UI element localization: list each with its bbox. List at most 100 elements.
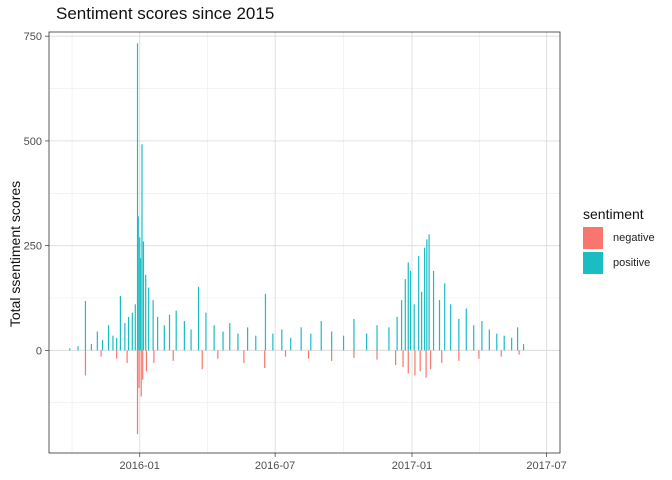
bar-positive <box>183 321 185 351</box>
bar-negative <box>140 350 142 397</box>
bar-positive <box>175 310 177 351</box>
bar-positive <box>136 43 139 351</box>
bar-positive <box>418 256 420 351</box>
bar-positive <box>281 329 283 351</box>
bar-negative <box>478 350 480 359</box>
bar-positive <box>400 300 403 351</box>
bar-negative <box>425 350 427 378</box>
bar-positive <box>465 308 467 351</box>
bar-negative <box>84 350 87 376</box>
bar-negative <box>116 350 118 359</box>
bar-positive <box>438 300 441 351</box>
legend-key-positive <box>583 252 603 274</box>
bar-positive <box>163 325 165 351</box>
bar-positive <box>342 335 345 351</box>
bar-negative <box>419 350 421 372</box>
x-tick-label: 2016-01 <box>120 460 160 472</box>
y-tick-label: 500 <box>24 136 42 148</box>
bar-negative <box>201 350 203 370</box>
bar-positive <box>320 321 322 351</box>
bar-positive <box>496 333 498 351</box>
bar-positive <box>145 274 147 351</box>
bar-negative <box>136 350 139 435</box>
bar-positive <box>96 331 98 351</box>
bar-negative <box>307 350 310 359</box>
grid <box>49 32 560 453</box>
bar-positive <box>168 314 171 351</box>
bar-negative <box>395 350 397 366</box>
bar-positive <box>190 329 192 351</box>
bar-negative <box>100 350 102 357</box>
bar-positive <box>511 337 513 351</box>
bar-positive <box>396 316 398 351</box>
bar-positive <box>139 258 142 351</box>
bar-positive <box>141 144 143 351</box>
bar-positive <box>229 323 231 351</box>
bar-negative <box>126 350 128 363</box>
bar-negative <box>429 350 432 370</box>
bar-negative <box>217 350 219 359</box>
bar-negative <box>500 350 502 357</box>
legend-label-negative: negative <box>613 232 655 244</box>
y-axis-title: Total ssentiment scores <box>7 181 23 327</box>
bar-positive <box>137 216 139 351</box>
bar-positive <box>413 304 415 351</box>
bar-negative <box>441 350 443 363</box>
bar-positive <box>517 327 519 351</box>
bar-positive <box>107 325 110 351</box>
bar-positive <box>197 286 200 351</box>
legend-item-negative: negative <box>583 226 655 250</box>
bar-positive <box>353 318 355 351</box>
legend-title: sentiment <box>583 206 644 222</box>
bar-positive <box>300 327 302 351</box>
bar-positive <box>366 333 368 351</box>
bar-positive <box>116 337 118 351</box>
bar-positive <box>388 327 390 351</box>
bar-positive <box>119 295 122 351</box>
bar-positive <box>237 333 239 351</box>
bar-positive <box>77 346 79 351</box>
bar-positive <box>481 321 483 351</box>
bar-positive <box>310 333 312 351</box>
bar-positive <box>432 270 435 351</box>
bar-positive <box>426 239 428 351</box>
bar-negative <box>376 350 378 360</box>
bar-negative <box>138 350 140 389</box>
bar-positive <box>134 304 136 351</box>
bar-positive <box>127 316 130 351</box>
bar-positive <box>404 279 406 351</box>
bar-positive <box>421 291 423 351</box>
legend-key-negative <box>583 227 603 249</box>
bar-negative <box>284 350 287 357</box>
x-tick-label: 2017-01 <box>392 460 432 472</box>
bar-positive <box>264 293 267 351</box>
bar-positive <box>444 283 446 351</box>
bar-positive <box>84 300 87 351</box>
bar-negative <box>518 350 520 355</box>
axes: 0 250 500 750 2016-01 2016-07 2017-01 2017-07 <box>24 31 567 472</box>
bar-positive <box>522 344 525 351</box>
bar-positive <box>90 344 92 351</box>
y-tick-label: 0 <box>36 345 42 357</box>
bar-positive <box>272 333 274 351</box>
bar-negative <box>145 350 148 372</box>
bar-positive <box>428 234 430 351</box>
chart-title: Sentiment scores since 2015 <box>56 4 275 23</box>
bar-negative <box>172 350 174 361</box>
x-tick-label: 2016-07 <box>255 460 295 472</box>
bars <box>69 43 525 435</box>
bar-positive <box>458 318 460 351</box>
bar-negative <box>264 350 266 368</box>
bar-negative <box>331 350 333 361</box>
bar-positive <box>450 304 452 351</box>
bar-negative <box>353 350 355 358</box>
bar-positive <box>331 331 333 351</box>
bar-positive <box>376 325 378 351</box>
legend-item-positive: positive <box>583 251 655 275</box>
bar-positive <box>409 270 412 351</box>
x-tick-label: 2017-07 <box>526 460 566 472</box>
legend: sentiment negative positive <box>583 206 655 276</box>
bar-positive <box>139 237 141 351</box>
y-tick-label: 250 <box>24 241 42 253</box>
